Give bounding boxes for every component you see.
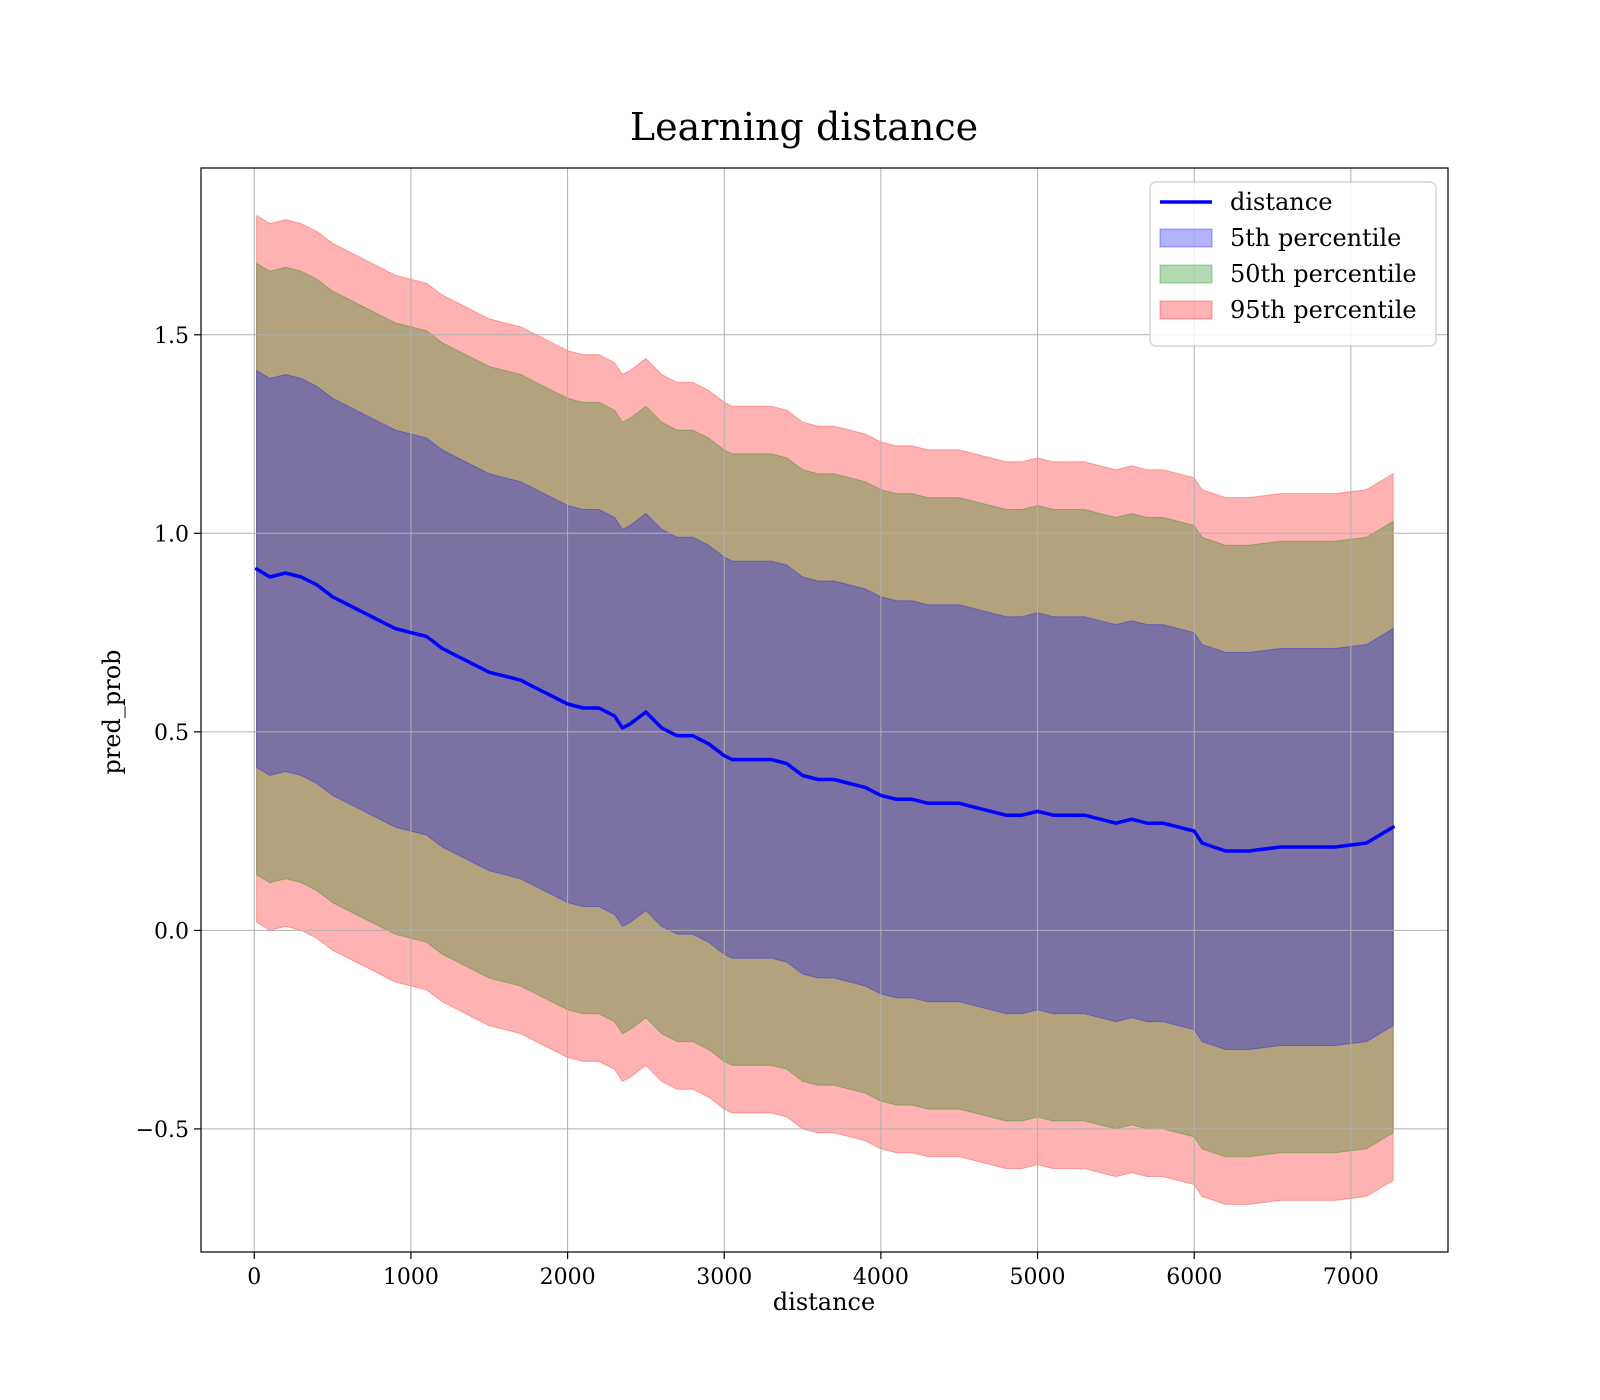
x-tick-label-1: 1000 xyxy=(383,1265,439,1290)
band-50th-percentile xyxy=(256,262,1394,1158)
legend: distance 5th percentile 50th percentile 95t… xyxy=(1149,181,1437,347)
chart-title: Learning distance xyxy=(630,105,978,149)
band-5th-percentile xyxy=(256,369,1394,1050)
x-tick-label-3: 3000 xyxy=(696,1265,752,1290)
y-tick-label-4: 1.5 xyxy=(154,324,189,349)
axes-spines xyxy=(200,167,1449,1253)
x-axis-label: distance xyxy=(773,1288,875,1316)
y-axis-label: pred_prob xyxy=(98,649,126,774)
x-tick-label-6: 6000 xyxy=(1166,1265,1222,1290)
plot-area xyxy=(201,168,1448,1252)
grid-lines xyxy=(201,168,1448,1252)
x-tick-label-5: 5000 xyxy=(1010,1265,1066,1290)
x-tick-label-4: 4000 xyxy=(853,1265,909,1290)
legend-label-distance: distance xyxy=(1230,188,1332,216)
series-line-distance xyxy=(254,567,1395,853)
band-95th-percentile xyxy=(256,214,1394,1205)
legend-label-95th-percentile: 95th percentile xyxy=(1230,296,1417,324)
axis-ticks: 0 1000 2000 3000 4000 5000 6000 7000 −0.5 0.0 0.5 1… xyxy=(136,324,1379,1290)
series-lines xyxy=(254,567,1395,853)
x-tick-label-7: 7000 xyxy=(1323,1265,1379,1290)
legend-label-50th-percentile: 50th percentile xyxy=(1230,260,1417,288)
legend-label-5th-percentile: 5th percentile xyxy=(1230,224,1401,252)
y-tick-label-1: 0.0 xyxy=(154,919,189,944)
x-tick-label-2: 2000 xyxy=(540,1265,596,1290)
plot-background xyxy=(201,168,1448,1252)
percentile-bands xyxy=(256,214,1394,1205)
y-tick-label-2: 0.5 xyxy=(154,721,189,746)
legend-swatch-50th-percentile xyxy=(1159,264,1213,284)
legend-box xyxy=(1149,181,1437,347)
y-tick-label-3: 1.0 xyxy=(154,522,189,547)
y-tick-label-0: −0.5 xyxy=(136,1118,189,1143)
legend-swatch-95th-percentile xyxy=(1159,300,1213,320)
x-tick-label-0: 0 xyxy=(247,1265,261,1290)
axes-frame xyxy=(200,167,1449,1253)
legend-swatch-5th-percentile xyxy=(1159,228,1213,248)
